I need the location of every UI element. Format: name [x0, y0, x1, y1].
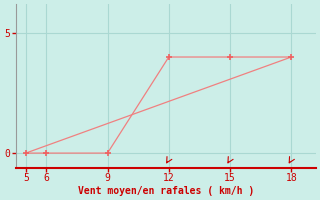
X-axis label: Vent moyen/en rafales ( km/h ): Vent moyen/en rafales ( km/h ) [77, 186, 254, 196]
